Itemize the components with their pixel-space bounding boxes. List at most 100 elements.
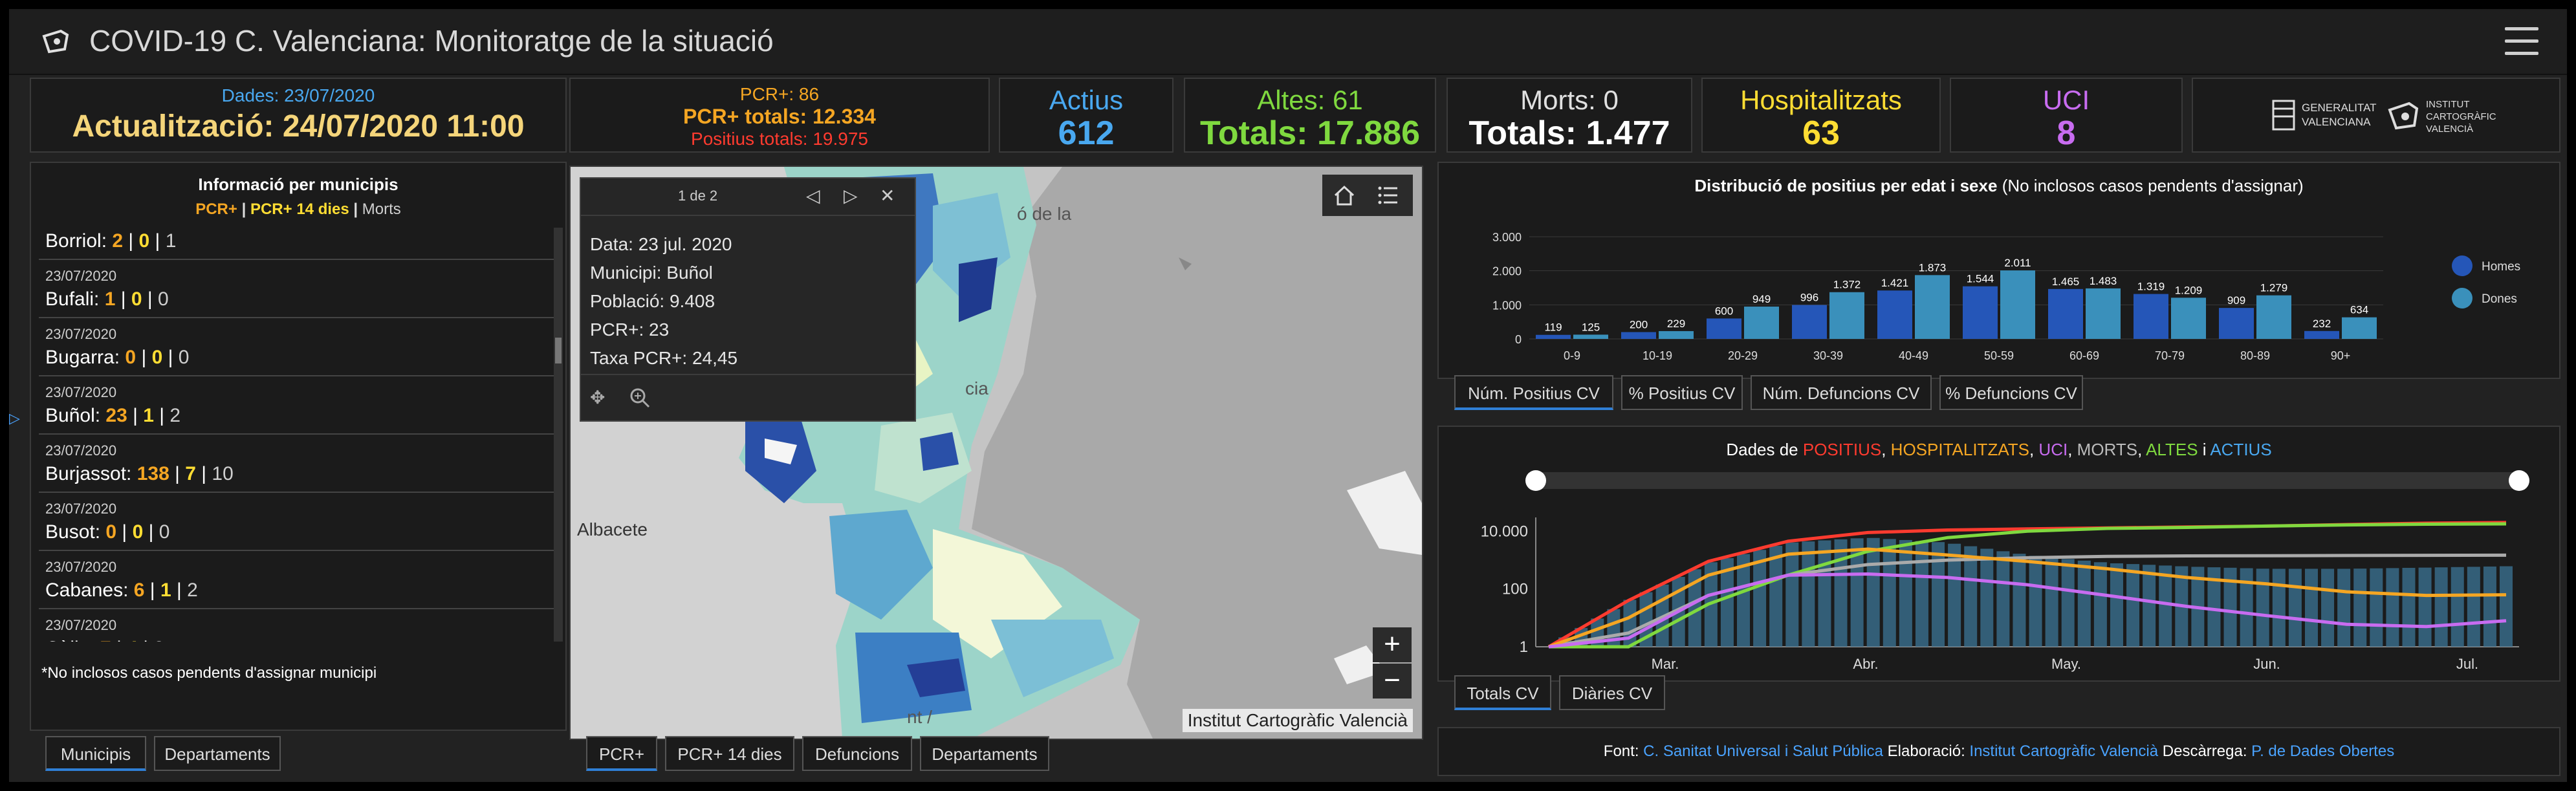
app-header: COVID-19 C. Valenciana: Monitoratge de l…: [9, 9, 2567, 75]
popup-zoom-icon[interactable]: [629, 387, 651, 409]
bar-value-label: 1.421: [1881, 277, 1909, 289]
actius-bar: [1753, 550, 1767, 647]
tab-pcr14[interactable]: PCR+ 14 dies: [665, 736, 794, 771]
actius-bar: [1802, 541, 1815, 647]
actius-bar: [2077, 560, 2091, 647]
bar-homes: [1963, 286, 1998, 339]
scrollbar-thumb[interactable]: [555, 338, 562, 363]
gva-line2: VALENCIANA: [2302, 116, 2371, 128]
zoom-out-button[interactable]: −: [1373, 664, 1412, 699]
actius-bar: [2207, 567, 2221, 647]
time-title-i: i: [2198, 440, 2210, 459]
popup-line-taxa: Taxa PCR+: 24,45: [590, 348, 738, 368]
actius-bar: [1769, 545, 1783, 647]
menu-icon[interactable]: [2505, 27, 2538, 56]
popup-line-municipi: Municipi: Buñol: [590, 263, 713, 283]
bar-value-label: 229: [1667, 318, 1685, 330]
tab-num-positius[interactable]: Núm. Positius CV: [1454, 375, 1613, 410]
footer-elab-link[interactable]: Institut Cartogràfic Valencià: [1969, 742, 2159, 760]
x-tick-label: 0-9: [1564, 349, 1580, 362]
time-title-hosp: HOSPITALITZATS: [1890, 440, 2029, 459]
bar-dones: [2000, 270, 2035, 339]
list-item[interactable]: 23/07/2020Borriol: 2 | 0 | 1: [39, 228, 554, 260]
municipis-list[interactable]: 23/07/2020 Borriol: 2 | 0 | 1 23/07/2020 Bu…: [39, 228, 554, 642]
x-tick-label: 50-59: [1984, 349, 2014, 362]
actius-bar: [2256, 569, 2269, 647]
legend-pcr: PCR+: [195, 200, 237, 218]
actius-bar: [1915, 541, 1928, 647]
tab-totals[interactable]: Totals CV: [1454, 675, 1551, 710]
popup-pan-icon[interactable]: ✥: [590, 387, 606, 407]
tab-pcr[interactable]: PCR+: [586, 736, 657, 771]
tab-municipis[interactable]: Municipis: [45, 736, 146, 771]
age-chart-title-main: Distribució de positius per edat i sexe: [1694, 176, 1998, 195]
actius-bar: [2402, 567, 2416, 647]
actius-bar: [2370, 568, 2383, 647]
tab-departaments[interactable]: Departaments: [154, 736, 281, 771]
bar-homes: [2219, 308, 2254, 339]
list-item[interactable]: 23/07/2020 Busot: 0 | 0 | 0: [39, 493, 554, 551]
item-line: Bugarra: 0 | 0 | 0: [45, 347, 190, 368]
tab-map-departaments[interactable]: Departaments: [920, 736, 1049, 771]
popup-close-icon[interactable]: ✕: [880, 186, 895, 206]
item-name: Cabanes:: [45, 580, 129, 601]
actius-bar: [2337, 569, 2351, 647]
time-chart-title: Dades de POSITIUS, HOSPITALITZATS, UCI, …: [1439, 440, 2559, 460]
tab-pct-positius[interactable]: % Positius CV: [1621, 375, 1743, 410]
popup-next-icon[interactable]: ▷: [844, 186, 858, 206]
legend-marker: [2452, 288, 2472, 309]
footer-desc-label: Descàrrega:: [2158, 742, 2252, 760]
item-line: Borriol: 2 | 0 | 1: [45, 230, 177, 252]
item-pcr14: 1: [160, 580, 171, 601]
item-pcr14: 0: [132, 521, 144, 543]
list-item[interactable]: 23/07/2020 Bugarra: 0 | 0 | 0: [39, 318, 554, 376]
expand-arrow-icon[interactable]: ▷: [9, 410, 20, 426]
data-date: Dades: 23/07/2020: [221, 85, 375, 105]
bar-homes: [2134, 294, 2168, 339]
actius-bar: [2467, 567, 2480, 647]
morts-label: Morts: 0: [1520, 85, 1619, 115]
list-item[interactable]: 23/07/2020 Cabanes: 6 | 1 | 2: [39, 551, 554, 609]
layer-list-icon[interactable]: [1377, 184, 1400, 207]
footer-font-link[interactable]: C. Sanitat Universal i Salut Pública: [1643, 742, 1883, 760]
map-view[interactable]: Albacete ó de la cia nt / 1 de 2 ◁ ▷ ✕ D…: [569, 166, 1423, 740]
municipis-scrollbar[interactable]: [554, 228, 563, 642]
x-tick-label: 80-89: [2240, 349, 2270, 362]
tab-defuncions[interactable]: Defuncions: [802, 736, 912, 771]
footer-desc-link[interactable]: P. de Dades Obertes: [2251, 742, 2395, 760]
list-item[interactable]: 23/07/2020 Buñol: 23 | 1 | 2: [39, 376, 554, 435]
map-attribution: Institut Cartogràfic Valencià: [1182, 709, 1413, 732]
item-name: Càlig:: [45, 638, 95, 642]
actius-bar: [2029, 556, 2042, 647]
municipis-legend: PCR+ | PCR+ 14 dies | Morts: [195, 200, 401, 218]
actius-bar: [1866, 537, 1880, 647]
footer-elab-label: Elaboració:: [1883, 742, 1970, 760]
item-morts: 10: [212, 463, 234, 484]
zoom-in-button[interactable]: +: [1373, 627, 1412, 662]
list-item[interactable]: 23/07/2020 Bufali: 1 | 0 | 0: [39, 260, 554, 318]
series-line-altes: [1549, 522, 2507, 649]
time-title-sep2: ,: [2029, 440, 2039, 459]
bar-value-label: 634: [2350, 304, 2368, 316]
app-frame: COVID-19 C. Valenciana: Monitoratge de l…: [9, 9, 2567, 782]
popup-line-data: Data: 23 jul. 2020: [590, 234, 732, 254]
tab-diaries[interactable]: Diàries CV: [1559, 675, 1665, 710]
actius-bar: [2013, 554, 2026, 647]
list-item[interactable]: 23/07/2020 Burjassot: 138 | 7 | 10: [39, 435, 554, 493]
tab-pct-defuncions[interactable]: % Defuncions CV: [1939, 375, 2083, 410]
footer-font-label: Font:: [1603, 742, 1644, 760]
hospitalitzats-value: 63: [1802, 114, 1840, 153]
popup-prev-icon[interactable]: ◁: [806, 186, 820, 206]
home-icon[interactable]: [1333, 184, 1356, 207]
actius-bar: [2353, 569, 2367, 647]
bar-value-label: 1.319: [2137, 281, 2165, 293]
item-pcr: 23: [105, 405, 127, 426]
time-title-morts: MORTS: [2077, 440, 2138, 459]
list-item[interactable]: 23/07/2020 Càlig: 7 | 4 | 0: [39, 609, 554, 642]
tab-num-defuncions[interactable]: Núm. Defuncions CV: [1751, 375, 1932, 410]
actius-bar: [1980, 548, 1994, 647]
actius-value: 612: [1058, 114, 1115, 153]
x-tick-label: Abr.: [1853, 656, 1878, 672]
actius-bar: [2110, 563, 2123, 647]
sources-footer: Font: C. Sanitat Universal i Salut Públi…: [1437, 727, 2560, 776]
